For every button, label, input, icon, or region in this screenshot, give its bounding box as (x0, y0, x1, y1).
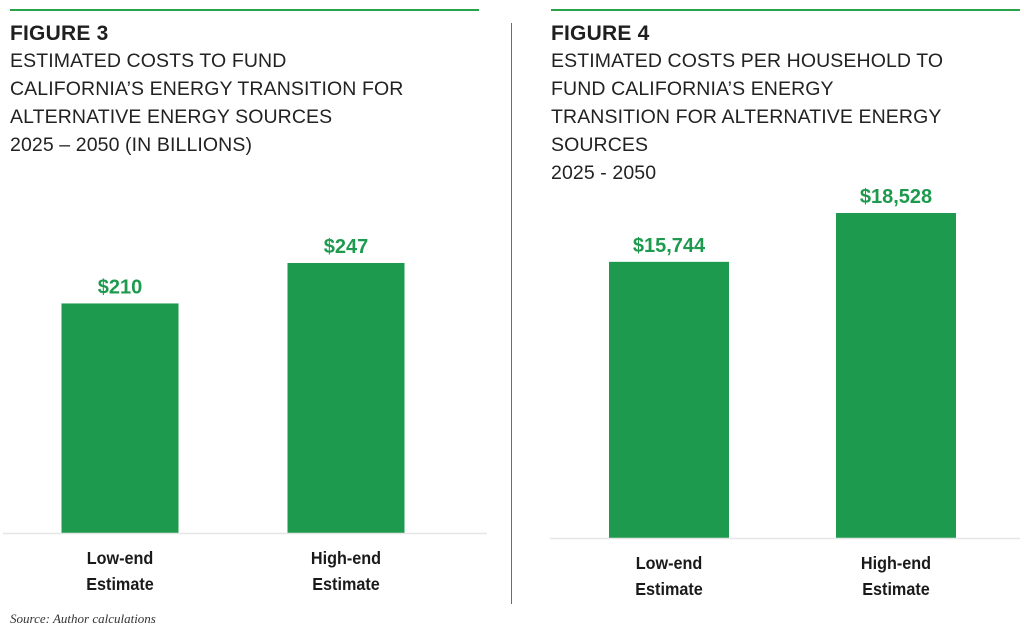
x-tick-label: Estimate (312, 574, 379, 594)
column-divider (511, 23, 512, 604)
fig4-title-line: ESTIMATED COSTS PER HOUSEHOLD TO (551, 50, 944, 72)
x-tick-label: Low-end (636, 553, 703, 573)
fig3-title-line: CALIFORNIA’S ENERGY TRANSITION FOR (10, 78, 404, 100)
bar (287, 263, 405, 533)
fig4-title-line: FUND CALIFORNIA’S ENERGY (551, 78, 834, 100)
fig4-title: ESTIMATED COSTS PER HOUSEHOLD TO FUND CA… (551, 47, 943, 187)
chart-3: $210 Low-end Estimate $247 High-end Estimate (3, 236, 487, 594)
fig3-top-rule (10, 9, 479, 11)
fig4-label: FIGURE 4 (551, 22, 650, 45)
fig4-title-line: 2025 - 2050 (551, 162, 657, 184)
data-label: $247 (324, 236, 369, 258)
fig4-top-rule (551, 9, 1020, 11)
data-label: $15,744 (633, 235, 706, 257)
x-tick-label: Low-end (87, 548, 154, 568)
x-tick-label: Estimate (635, 579, 702, 599)
chart-4: $15,744 Low-end Estimate $18,528 High-end Est… (550, 186, 1020, 599)
x-tick-label: Estimate (862, 579, 929, 599)
bar (836, 213, 956, 538)
fig3-title-line: ALTERNATIVE ENERGY SOURCES (10, 106, 333, 128)
fig3-title: ESTIMATED COSTS TO FUND CALIFORNIA’S ENE… (10, 47, 403, 159)
fig3-label: FIGURE 3 (10, 22, 109, 45)
source-note: Source: Author calculations (10, 611, 156, 626)
data-label: $18,528 (860, 186, 932, 208)
bar (61, 303, 179, 533)
fig3-title-line: 2025 – 2050 (IN BILLIONS) (10, 134, 253, 156)
fig3-title-line: ESTIMATED COSTS TO FUND (10, 50, 287, 72)
x-tick-label: Estimate (86, 574, 153, 594)
fig4-title-line: SOURCES (551, 134, 649, 156)
x-tick-label: High-end (311, 548, 381, 568)
x-tick-label: High-end (861, 553, 931, 573)
fig4-title-line: TRANSITION FOR ALTERNATIVE ENERGY (551, 106, 942, 128)
data-label: $210 (98, 276, 143, 298)
bar (609, 261, 729, 538)
